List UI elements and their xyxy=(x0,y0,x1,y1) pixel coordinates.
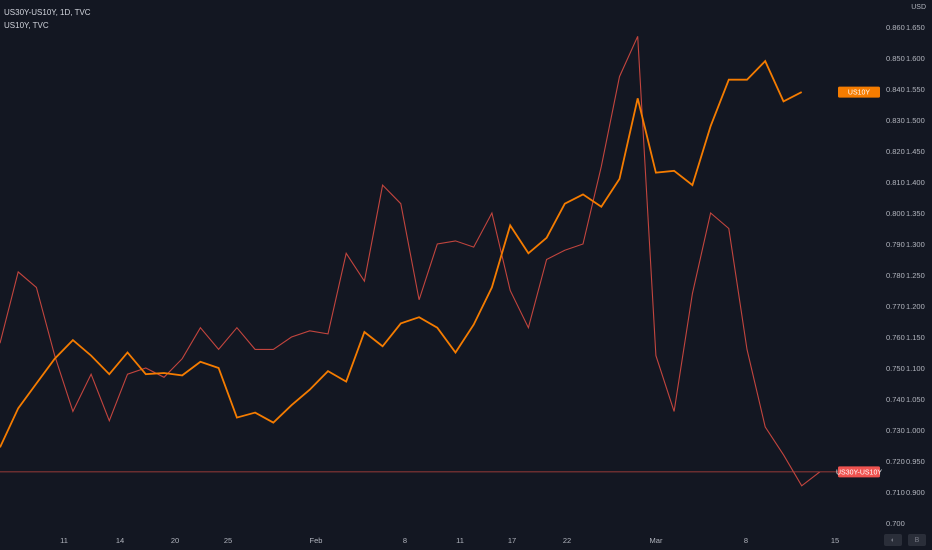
series-line-spread[interactable] xyxy=(0,36,821,487)
us10y-axis-tick-label: 0.950 xyxy=(906,457,925,466)
axis-currency-label: USD xyxy=(911,4,926,11)
us10y-axis-tick-label: 1.100 xyxy=(906,364,925,373)
spread-axis-tick-label: 0.840 xyxy=(886,85,905,94)
us10y-axis-tick-label: 1.450 xyxy=(906,147,925,156)
us10y-axis-tick-label: 1.600 xyxy=(906,54,925,63)
time-axis-tick-label: 14 xyxy=(116,536,124,545)
time-axis-tick-label: 11 xyxy=(456,536,464,545)
us10y-axis-tick-label: 1.500 xyxy=(906,116,925,125)
axis-controls: ◐ B xyxy=(884,534,926,546)
us10y-axis-tick-label: 1.350 xyxy=(906,209,925,218)
time-axis-tick-label: 15 xyxy=(831,536,839,545)
spread-axis-tick-label: 0.710 xyxy=(886,488,905,497)
us10y-axis-tick-label: 1.200 xyxy=(906,302,925,311)
spread-axis-tick-label: 0.720 xyxy=(886,457,905,466)
us10y-axis-tick-label: 1.650 xyxy=(906,23,925,32)
us10y-axis-tick-label: 1.050 xyxy=(906,395,925,404)
spread-axis-tick-label: 0.780 xyxy=(886,271,905,280)
spread-axis-tick-label: 0.740 xyxy=(886,395,905,404)
spread-axis-tick-label: 0.820 xyxy=(886,147,905,156)
time-axis-tick-label: 8 xyxy=(744,536,748,545)
spread-axis-tick-label: 0.700 xyxy=(886,519,905,528)
spread-axis-tick-label: 0.810 xyxy=(886,178,905,187)
spread-axis-tick-label: 0.770 xyxy=(886,302,905,311)
us10y-axis-tick-label: 1.300 xyxy=(906,240,925,249)
spread-axis-tick-label: 0.730 xyxy=(886,426,905,435)
time-axis[interactable]: 11 14 20 25 Feb 8 11 17 22 Mar 8 15 xyxy=(60,536,839,545)
log-scale-button[interactable]: B xyxy=(908,534,926,546)
time-axis-tick-label: 25 xyxy=(224,536,232,545)
spread-badge xyxy=(838,466,880,478)
spread-axis-tick-label: 0.790 xyxy=(886,240,905,249)
legend: US30Y-US10Y, 1D, TVC US10Y, TVC xyxy=(4,6,91,32)
time-axis-tick-label: 20 xyxy=(171,536,179,545)
legend-us10y-title: US10Y, TVC xyxy=(4,21,49,30)
time-axis-tick-label: 17 xyxy=(508,536,516,545)
time-axis-tick-label: 11 xyxy=(60,536,68,545)
us10y-axis-tick-label: 1.150 xyxy=(906,333,925,342)
spread-axis-tick-label: 0.800 xyxy=(886,209,905,218)
spread-axis-tick-label: 0.830 xyxy=(886,116,905,125)
time-axis-tick-label: Feb xyxy=(310,536,323,545)
us10y-axis-tick-label: 0.900 xyxy=(906,488,925,497)
theme-toggle-icon[interactable]: ◐ xyxy=(884,534,902,546)
us10y-badge xyxy=(838,86,880,98)
us10y-axis-tick-label: 1.000 xyxy=(906,426,925,435)
time-axis-tick-label: 8 xyxy=(403,536,407,545)
spread-axis-tick-label: 0.850 xyxy=(886,54,905,63)
us10y-badge-label: US10Y xyxy=(848,90,871,97)
spread-axis-tick-label: 0.760 xyxy=(886,333,905,342)
us10y-axis-tick-label: 1.400 xyxy=(906,178,925,187)
legend-spread-title: US30Y-US10Y, 1D, TVC xyxy=(4,8,91,17)
price-axis[interactable]: 0.860 0.850 0.840 0.830 0.820 0.810 0.800 0.790… xyxy=(886,23,925,528)
time-axis-tick-label: 22 xyxy=(563,536,571,545)
time-axis-tick-label: Mar xyxy=(650,536,663,545)
spread-badge-label: US30Y-US10Y xyxy=(836,469,882,476)
spread-axis-tick-label: 0.750 xyxy=(886,364,905,373)
us10y-axis-tick-label: 1.550 xyxy=(906,85,925,94)
us10y-axis-tick-label: 1.250 xyxy=(906,271,925,280)
series-line-us10y[interactable] xyxy=(0,59,803,448)
spread-axis-tick-label: 0.860 xyxy=(886,23,905,32)
